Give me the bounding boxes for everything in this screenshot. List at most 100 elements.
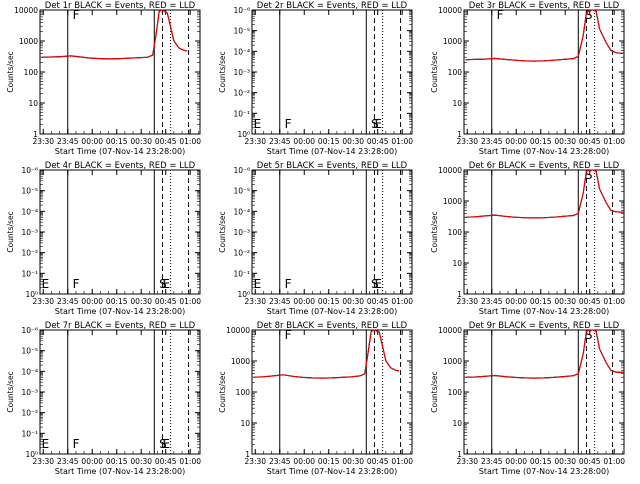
x-tick-label: 23:30 [244, 457, 266, 466]
y-tick-label: 10⁻⁵ [21, 187, 38, 196]
x-tick-label: 00:45 [367, 297, 389, 306]
x-tick-label: 23:45 [269, 137, 291, 146]
plot-title: Det 5r BLACK = Events, RED = LLD [257, 161, 408, 171]
y-tick-label: 10⁻³ [21, 388, 38, 397]
y-axis-label: Counts/sec [218, 371, 227, 412]
lld-series-line [465, 169, 624, 219]
plot-panel: Det 4r BLACK = Events, RED = LLD 10⁰ 10⁻¹ 1… [6, 161, 201, 316]
plot-panel: Det 2r BLACK = Events, RED = LLD 10⁰ 10⁻¹ 1… [218, 1, 413, 156]
event-marker: F [285, 328, 292, 342]
y-tick-label: 10⁻⁴ [233, 207, 250, 216]
y-tick-label: 10000 [438, 166, 462, 175]
x-tick-label: 00:45 [367, 457, 389, 466]
event-marker: E [162, 277, 170, 291]
y-axis-label: Counts/sec [218, 211, 227, 252]
x-tick-label: 00:30 [130, 137, 152, 146]
plot-frame [39, 9, 201, 135]
x-axis-label: Start Time (07-Nov-14 23:28:00) [267, 307, 397, 316]
x-tick-label: 00:15 [318, 457, 340, 466]
y-tick-label: 10⁻¹ [21, 429, 38, 438]
x-tick-label: 00:45 [155, 297, 177, 306]
event-marker: E [374, 117, 382, 131]
x-tick-label: 00:15 [318, 137, 340, 146]
x-tick-label: 23:30 [456, 457, 478, 466]
x-axis-label: Start Time (07-Nov-14 23:28:00) [479, 307, 609, 316]
x-tick-label: 00:15 [106, 137, 128, 146]
event-marker: E [254, 277, 262, 291]
plot-panel: Det 6r BLACK = Events, RED = LLD 1 10 100 10… [430, 161, 625, 316]
plot-title: Det 9r BLACK = Events, RED = LLD [469, 321, 620, 331]
y-tick-label: 1000 [19, 37, 38, 46]
y-tick-label: 10000 [438, 6, 462, 15]
y-tick-label: 1 [245, 450, 250, 459]
y-tick-label: 10⁰ [237, 290, 250, 299]
y-tick-label: 10⁻³ [233, 68, 250, 77]
y-tick-label: 10⁻¹ [233, 109, 250, 118]
y-axis-label: Counts/sec [430, 371, 439, 412]
plot-title: Det 7r BLACK = Events, RED = LLD [45, 321, 196, 331]
plot-panel: Det 5r BLACK = Events, RED = LLD 10⁰ 10⁻¹ 1… [218, 161, 413, 316]
x-tick-label: 00:00 [505, 137, 527, 146]
x-axis-label: Start Time (07-Nov-14 23:28:00) [267, 467, 397, 476]
y-axis-label: Counts/sec [6, 371, 15, 412]
y-tick-label: 10⁻² [233, 249, 250, 258]
event-marker: E [42, 277, 50, 291]
event-marker: E [162, 437, 170, 451]
y-tick-label: 10⁻¹ [21, 269, 38, 278]
y-tick-label: 10 [452, 419, 462, 428]
x-tick-label: 01:00 [179, 457, 201, 466]
x-tick-label: 00:30 [554, 297, 576, 306]
x-tick-label: 01:00 [179, 297, 201, 306]
event-marker: F [73, 277, 80, 291]
lld-series-line [465, 329, 624, 379]
x-tick-label: 00:45 [155, 457, 177, 466]
y-tick-label: 10⁻⁵ [233, 27, 250, 36]
x-tick-label: 01:00 [391, 137, 413, 146]
x-tick-label: 01:00 [179, 137, 201, 146]
lld-series-line [465, 9, 624, 62]
x-tick-label: 00:00 [293, 137, 315, 146]
events-series-line [465, 169, 624, 219]
plot-title: Det 1r BLACK = Events, RED = LLD [45, 1, 196, 11]
event-marker: F [497, 8, 504, 22]
y-tick-label: 1000 [231, 357, 250, 366]
x-tick-label: 00:45 [367, 137, 389, 146]
plot-panel: Det 8r BLACK = Events, RED = LLD 1 10 100 10… [218, 321, 413, 476]
plot-frame [251, 9, 413, 135]
y-tick-label: 10⁻⁶ [233, 166, 250, 175]
y-tick-label: 1 [457, 450, 462, 459]
x-tick-label: 23:45 [57, 457, 79, 466]
x-tick-label: 00:30 [342, 297, 364, 306]
event-marker: F [285, 277, 292, 291]
event-marker: S [585, 328, 593, 342]
y-tick-label: 10⁰ [25, 450, 38, 459]
event-marker: E [254, 117, 262, 131]
event-marker: S [371, 117, 379, 131]
plot-panel: Det 7r BLACK = Events, RED = LLD 10⁰ 10⁻¹ 1… [6, 321, 201, 476]
y-tick-label: 10⁻⁵ [21, 347, 38, 356]
plot-panel: Det 1r BLACK = Events, RED = LLD 1 10 100 10… [6, 1, 201, 156]
events-series-line [253, 329, 400, 379]
y-tick-label: 100 [448, 68, 463, 77]
x-tick-label: 01:00 [603, 297, 625, 306]
y-tick-label: 10⁻³ [21, 228, 38, 237]
y-tick-label: 10⁰ [25, 290, 38, 299]
x-tick-label: 23:30 [32, 297, 54, 306]
y-axis-label: Counts/sec [6, 51, 15, 92]
y-axis-label: Counts/sec [6, 211, 15, 252]
y-tick-label: 10000 [438, 326, 462, 335]
y-tick-label: 1000 [443, 37, 462, 46]
y-tick-label: 10 [240, 419, 250, 428]
y-axis-label: Counts/sec [430, 211, 439, 252]
events-series-line [465, 329, 624, 379]
x-tick-label: 23:45 [57, 297, 79, 306]
event-marker: F [73, 437, 80, 451]
plot-frame [251, 169, 413, 295]
y-tick-label: 10⁻⁴ [21, 207, 38, 216]
y-tick-label: 10⁻⁴ [21, 367, 38, 376]
x-axis-label: Start Time (07-Nov-14 23:28:00) [55, 467, 185, 476]
y-tick-label: 1 [33, 130, 38, 139]
event-marker: E [42, 437, 50, 451]
